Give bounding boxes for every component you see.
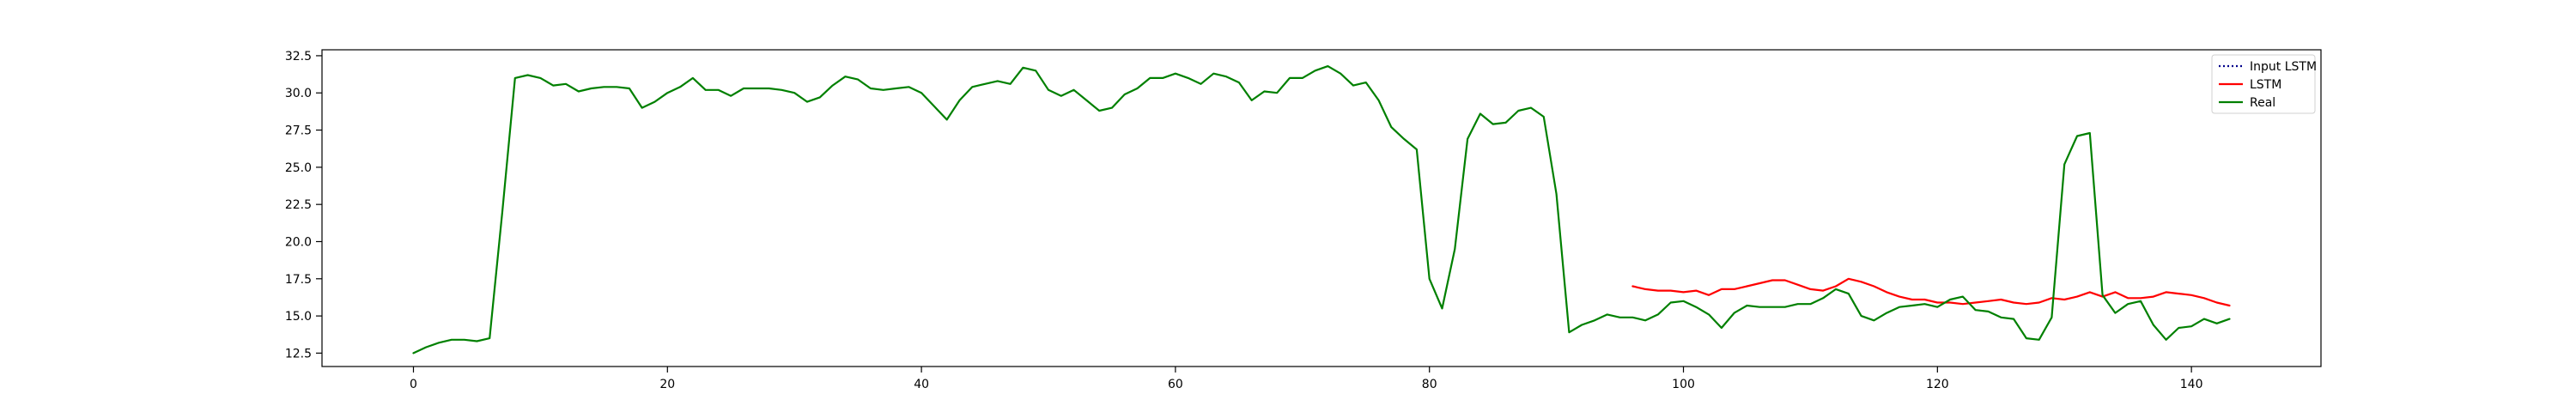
y-tick-label: 30.0 [285, 87, 312, 100]
series-line-real [412, 64, 2231, 354]
y-tick-label: 25.0 [285, 161, 312, 175]
legend-label-real: Real [2250, 96, 2275, 110]
x-tick-label: 120 [1926, 378, 1949, 391]
y-tick-label: 15.0 [285, 310, 312, 324]
y-tick-label: 32.5 [285, 50, 312, 64]
series-layer [412, 64, 2231, 354]
x-tick-label: 80 [1422, 378, 1437, 391]
legend-box [2211, 54, 2316, 114]
x-tick-label: 140 [2180, 378, 2203, 391]
y-tick-label: 20.0 [285, 235, 312, 249]
x-tick-label: 40 [914, 378, 929, 391]
y-axis-ticks: 12.5 15.0 17.5 20.0 22.5 25.0 27.5 30.0 32.5 [285, 50, 322, 360]
legend-label-input-lstm: Input LSTM [2250, 60, 2317, 74]
series-line-lstm [1631, 277, 2231, 307]
plot-frame [321, 49, 2322, 367]
legend-label-lstm: LSTM [2250, 78, 2281, 92]
y-tick-label: 17.5 [285, 273, 312, 287]
x-tick-label: 100 [1672, 378, 1695, 391]
x-tick-label: 20 [659, 378, 675, 391]
x-tick-label: 60 [1168, 378, 1183, 391]
x-axis-ticks: 0 20 40 60 80 100 120 140 [410, 367, 2203, 391]
legend: Input LSTM LSTM Real [2211, 54, 2317, 114]
y-tick-label: 22.5 [285, 198, 312, 212]
x-tick-label: 0 [410, 378, 417, 391]
y-tick-label: 27.5 [285, 124, 312, 138]
y-tick-label: 12.5 [285, 347, 312, 360]
